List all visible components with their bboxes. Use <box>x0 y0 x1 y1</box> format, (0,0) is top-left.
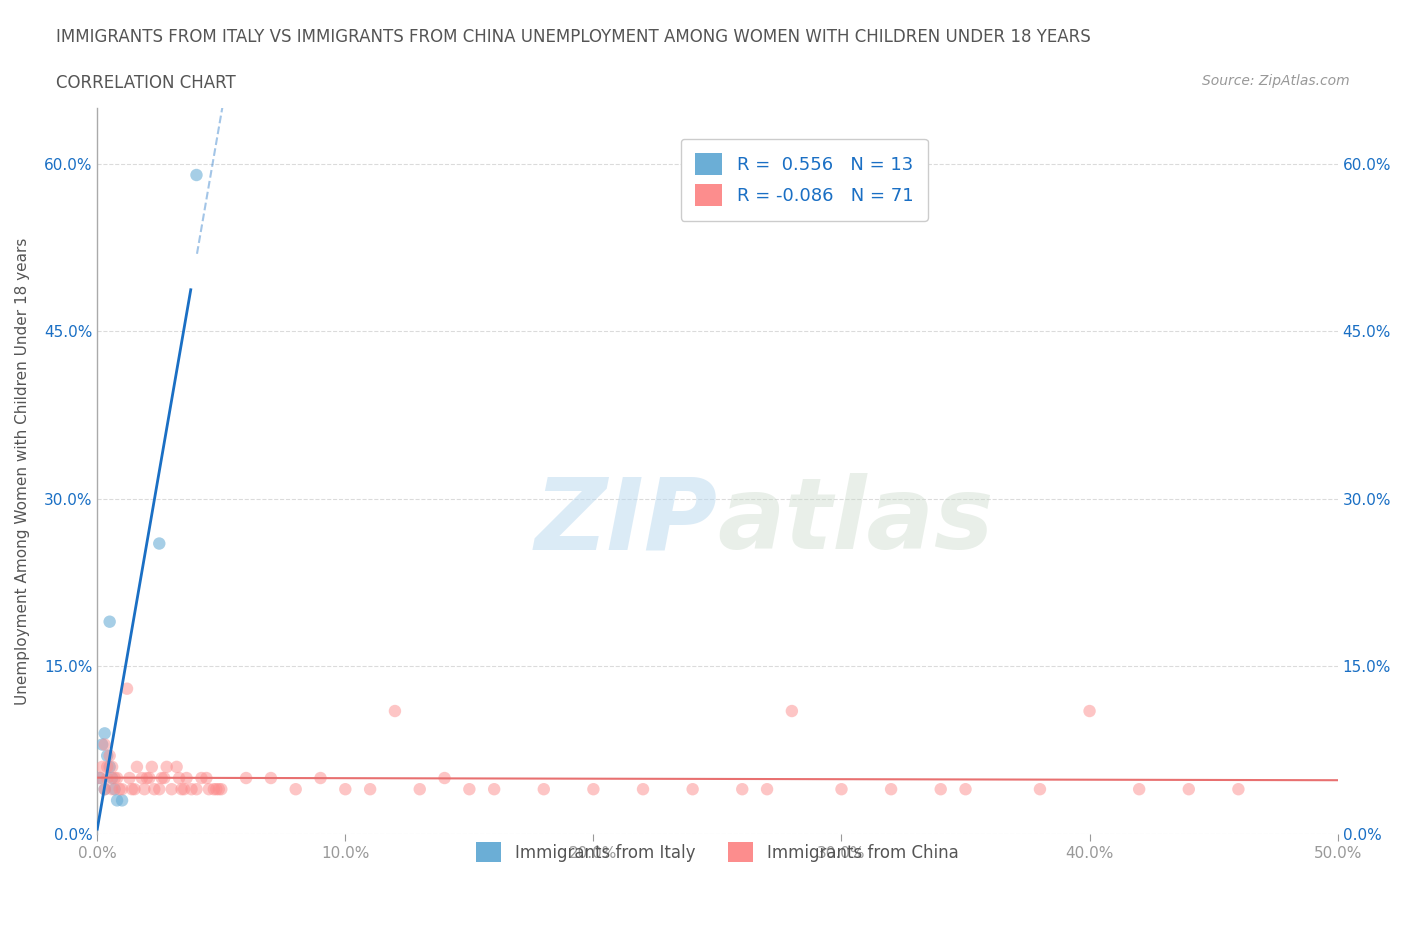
Point <box>780 704 803 719</box>
Point <box>186 782 208 797</box>
Point <box>91 737 114 752</box>
Text: ZIP: ZIP <box>534 473 717 570</box>
Point <box>160 782 183 797</box>
Point <box>89 771 111 786</box>
Point <box>105 793 128 808</box>
Point <box>101 760 124 775</box>
Point <box>98 760 121 775</box>
Point <box>1128 782 1150 797</box>
Point <box>830 782 852 797</box>
Point <box>93 782 115 797</box>
Point <box>433 771 456 786</box>
Point <box>166 760 188 775</box>
Point <box>260 771 283 786</box>
Point <box>143 782 166 797</box>
Point <box>284 782 307 797</box>
Point <box>91 760 114 775</box>
Point <box>115 682 138 697</box>
Point <box>135 771 157 786</box>
Point <box>111 782 134 797</box>
Point <box>1029 782 1052 797</box>
Point <box>309 771 332 786</box>
Point <box>104 771 127 786</box>
Point <box>198 782 221 797</box>
Point <box>176 771 198 786</box>
Text: Source: ZipAtlas.com: Source: ZipAtlas.com <box>1202 74 1350 88</box>
Point <box>180 782 202 797</box>
Point <box>101 771 124 786</box>
Point <box>93 726 115 741</box>
Point <box>482 782 505 797</box>
Point <box>955 782 977 797</box>
Point <box>409 782 432 797</box>
Point <box>105 771 128 786</box>
Point <box>208 782 231 797</box>
Point <box>731 782 754 797</box>
Point <box>190 771 212 786</box>
Point <box>756 782 779 797</box>
Point <box>682 782 704 797</box>
Point <box>156 760 179 775</box>
Point <box>101 782 124 797</box>
Point <box>138 771 160 786</box>
Point <box>124 782 146 797</box>
Point <box>125 760 148 775</box>
Text: IMMIGRANTS FROM ITALY VS IMMIGRANTS FROM CHINA UNEMPLOYMENT AMONG WOMEN WITH CHI: IMMIGRANTS FROM ITALY VS IMMIGRANTS FROM… <box>56 28 1091 46</box>
Point <box>1227 782 1250 797</box>
Point <box>205 782 228 797</box>
Point <box>929 782 952 797</box>
Point <box>880 782 903 797</box>
Point <box>134 782 156 797</box>
Point <box>118 771 141 786</box>
Point <box>186 167 208 182</box>
Point <box>89 771 111 786</box>
Point <box>195 771 218 786</box>
Point <box>141 760 163 775</box>
Point <box>96 760 118 775</box>
Point <box>384 704 406 719</box>
Point <box>167 771 190 786</box>
Point <box>202 782 225 797</box>
Point <box>173 782 195 797</box>
Point <box>148 536 170 551</box>
Point <box>582 782 605 797</box>
Point <box>631 782 654 797</box>
Point <box>104 782 127 797</box>
Point <box>153 771 176 786</box>
Point <box>121 782 143 797</box>
Text: atlas: atlas <box>717 473 994 570</box>
Point <box>93 782 115 797</box>
Point <box>1178 782 1201 797</box>
Point <box>533 782 555 797</box>
Point <box>98 614 121 629</box>
Point <box>111 793 134 808</box>
Point <box>98 749 121 764</box>
Point <box>96 749 118 764</box>
Point <box>335 782 357 797</box>
Point <box>93 737 115 752</box>
Point <box>359 782 381 797</box>
Point <box>209 782 232 797</box>
Y-axis label: Unemployment Among Women with Children Under 18 years: Unemployment Among Women with Children U… <box>15 237 30 705</box>
Point <box>108 782 131 797</box>
Point <box>150 771 173 786</box>
Text: CORRELATION CHART: CORRELATION CHART <box>56 74 236 92</box>
Point <box>148 782 170 797</box>
Point <box>131 771 153 786</box>
Point <box>235 771 257 786</box>
Point <box>170 782 193 797</box>
Point <box>1078 704 1101 719</box>
Legend: Immigrants from Italy, Immigrants from China: Immigrants from Italy, Immigrants from C… <box>470 835 966 870</box>
Point <box>96 771 118 786</box>
Point <box>458 782 481 797</box>
